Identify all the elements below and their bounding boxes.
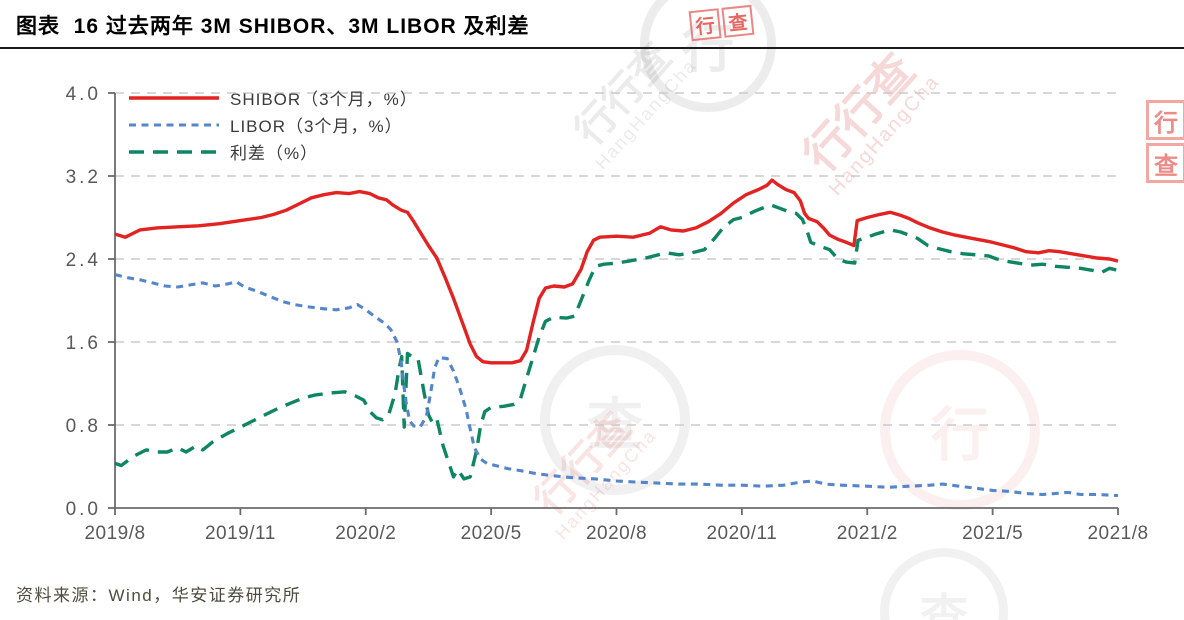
y-axis-label: 1.6: [66, 333, 101, 354]
legend-line-spread: [129, 149, 219, 154]
legend-label-libor: LIBOR（3个月，%）: [230, 117, 403, 136]
y-axis-label: 2.4: [66, 250, 101, 271]
legend-line-shibor: [129, 95, 219, 100]
figure-title: 图表 16 过去两年 3M SHIBOR、3M LIBOR 及利差: [16, 15, 530, 38]
x-axis-label: 2021/5: [962, 523, 1023, 544]
legend-item-libor: LIBOR（3个月，%）: [128, 111, 418, 138]
x-axis-label: 2020/2: [335, 523, 396, 544]
series-line-1: [114, 273, 1119, 498]
y-axis-label: 0.8: [66, 416, 101, 437]
x-axis-label: 2019/11: [205, 523, 276, 544]
title-underline: [0, 47, 1184, 49]
legend-line-libor: [129, 122, 219, 127]
chart-legend: SHIBOR（3个月，%） LIBOR（3个月，%） 利差（%）: [128, 84, 418, 165]
series-line-2: [114, 203, 1119, 481]
legend-label-spread: 利差（%）: [230, 144, 319, 163]
source-note: 资料来源：Wind，华安证券研究所: [16, 586, 302, 605]
x-axis-label: 2020/5: [461, 523, 522, 544]
legend-item-shibor: SHIBOR（3个月，%）: [128, 84, 418, 111]
y-axis-label: 3.2: [66, 167, 101, 188]
x-axis-label: 2020/8: [586, 523, 647, 544]
legend-label-shibor: SHIBOR（3个月，%）: [230, 90, 418, 109]
x-axis-label: 2020/11: [706, 523, 777, 544]
y-axis-label: 4.0: [66, 84, 101, 105]
y-axis-label: 0.0: [66, 499, 101, 520]
x-axis-label: 2019/8: [84, 523, 145, 544]
legend-item-spread: 利差（%）: [128, 138, 418, 165]
x-axis-label: 2021/2: [837, 523, 898, 544]
series-line-0: [114, 178, 1119, 365]
x-axis-label: 2021/8: [1087, 523, 1148, 544]
